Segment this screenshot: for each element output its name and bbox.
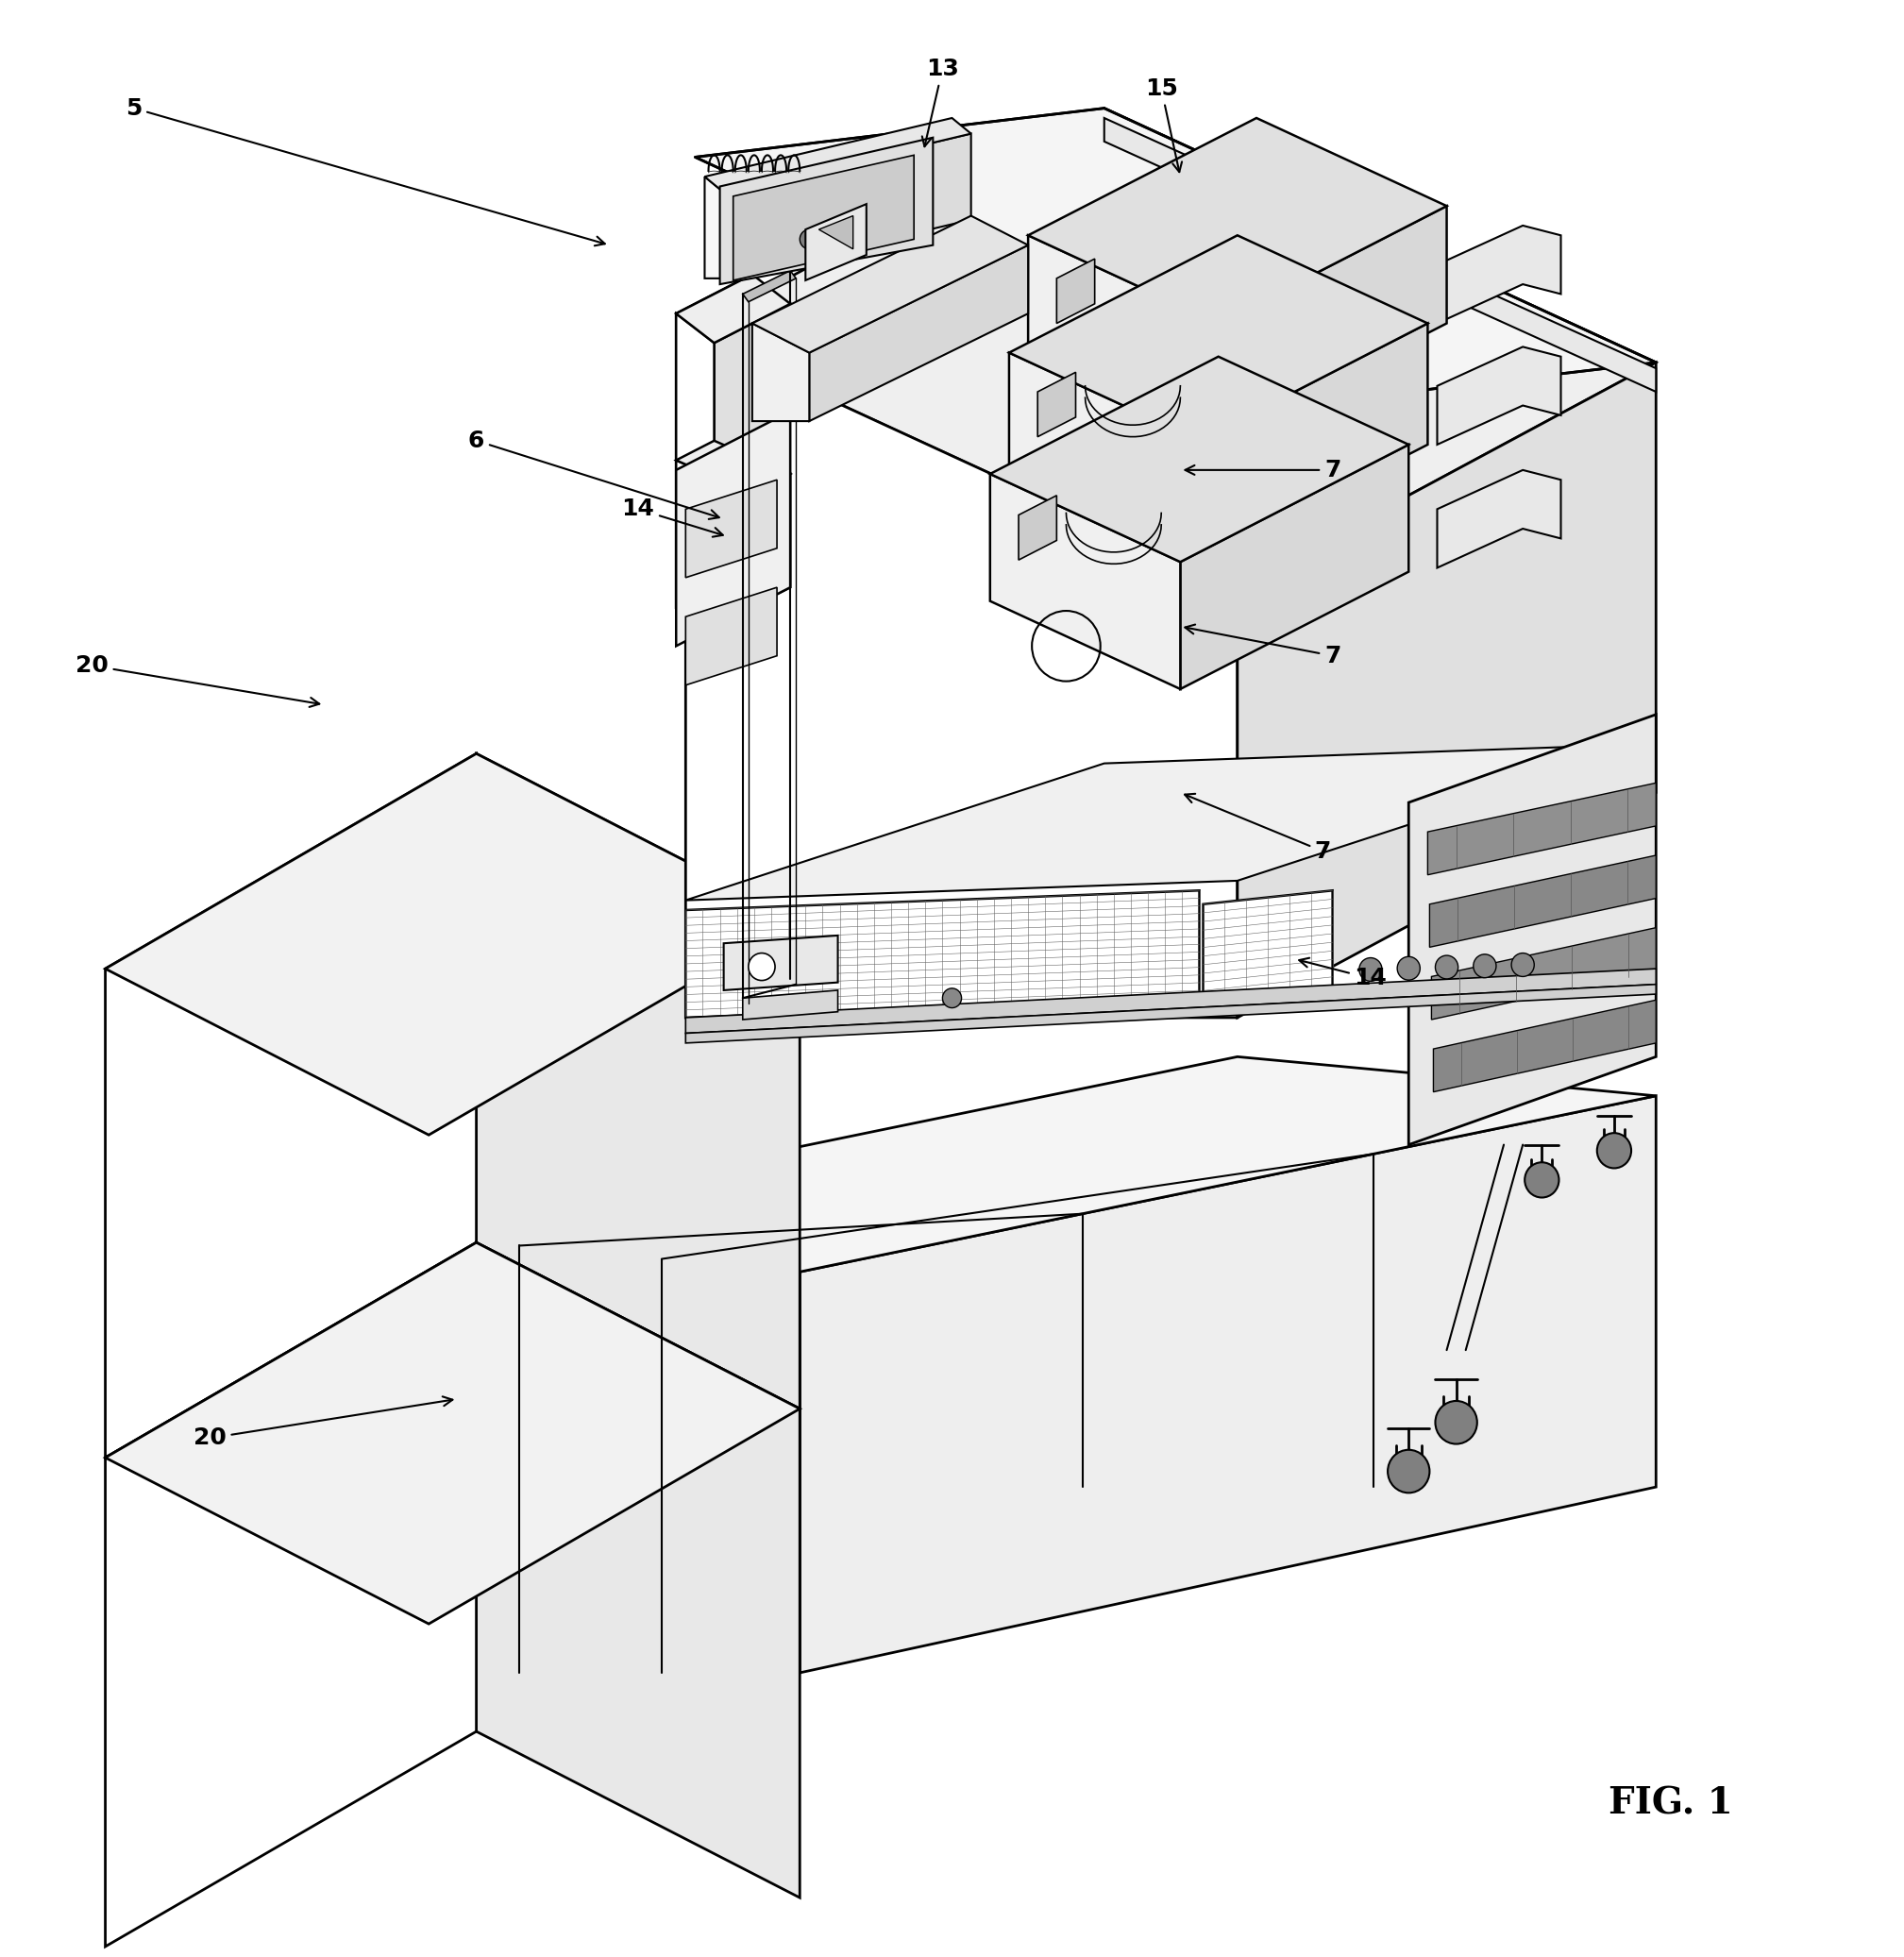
Polygon shape [704,117,971,192]
Polygon shape [752,215,1028,352]
Polygon shape [105,1243,476,1947]
Polygon shape [476,1243,800,1898]
Polygon shape [685,587,777,685]
Polygon shape [1428,783,1656,875]
Circle shape [748,953,775,980]
Text: 14: 14 [621,497,724,536]
Polygon shape [1409,714,1656,1145]
Text: 6: 6 [468,429,720,519]
Polygon shape [1438,346,1561,444]
Polygon shape [685,744,1656,900]
Polygon shape [990,474,1180,689]
Circle shape [1474,955,1497,978]
Circle shape [1398,957,1420,980]
Polygon shape [1200,323,1428,562]
Polygon shape [685,890,1200,1018]
Polygon shape [1203,890,1333,1008]
Circle shape [1525,1162,1559,1198]
Polygon shape [809,245,1028,421]
Polygon shape [676,440,790,493]
Polygon shape [676,460,752,607]
Polygon shape [476,753,800,1409]
Polygon shape [1438,225,1561,323]
Polygon shape [743,990,838,1020]
Polygon shape [800,1096,1656,1673]
Polygon shape [1180,444,1409,689]
Polygon shape [105,1243,800,1624]
Polygon shape [676,411,790,646]
Polygon shape [1038,372,1076,436]
Polygon shape [743,270,796,301]
Polygon shape [1057,258,1095,323]
Polygon shape [704,176,724,278]
Text: 7: 7 [1184,458,1340,481]
Polygon shape [990,356,1409,562]
Text: 14: 14 [1299,957,1386,990]
Text: 5: 5 [126,98,605,247]
Circle shape [1597,1133,1632,1168]
Circle shape [1512,953,1535,977]
Text: 13: 13 [922,59,960,147]
Text: 20: 20 [194,1397,453,1450]
Polygon shape [1019,495,1057,560]
Polygon shape [724,133,971,278]
Polygon shape [714,303,790,460]
Polygon shape [676,274,790,342]
Polygon shape [685,969,1656,1033]
Polygon shape [685,984,1656,1043]
Text: 7: 7 [1184,795,1331,863]
Polygon shape [685,108,1656,587]
Polygon shape [676,274,752,607]
Polygon shape [105,753,476,1458]
Polygon shape [1432,928,1656,1020]
Polygon shape [1104,117,1656,391]
Polygon shape [676,313,714,460]
Polygon shape [720,137,933,284]
Polygon shape [1028,117,1447,323]
Text: 15: 15 [1144,78,1182,172]
Polygon shape [1430,855,1656,947]
Polygon shape [381,1233,800,1673]
Polygon shape [819,215,853,249]
Polygon shape [1009,352,1200,562]
Polygon shape [685,479,777,577]
Polygon shape [1009,235,1428,440]
Polygon shape [1238,362,1656,1018]
Polygon shape [1438,470,1561,568]
Polygon shape [724,935,838,990]
Polygon shape [752,323,809,421]
Circle shape [1359,957,1382,980]
Circle shape [942,988,962,1008]
Circle shape [1388,1450,1430,1493]
Polygon shape [1219,205,1447,440]
Polygon shape [752,474,790,607]
Polygon shape [733,155,914,280]
Polygon shape [685,333,1238,1018]
Text: 7: 7 [1184,624,1340,667]
Text: FIG. 1: FIG. 1 [1609,1787,1733,1822]
Polygon shape [381,1057,1656,1272]
Polygon shape [695,108,1656,411]
Polygon shape [105,753,800,1135]
Polygon shape [1434,1000,1656,1092]
Polygon shape [805,204,866,280]
Circle shape [800,229,819,249]
Polygon shape [1028,235,1219,440]
Circle shape [1436,955,1458,978]
Circle shape [1436,1401,1478,1444]
Text: 20: 20 [76,654,320,706]
